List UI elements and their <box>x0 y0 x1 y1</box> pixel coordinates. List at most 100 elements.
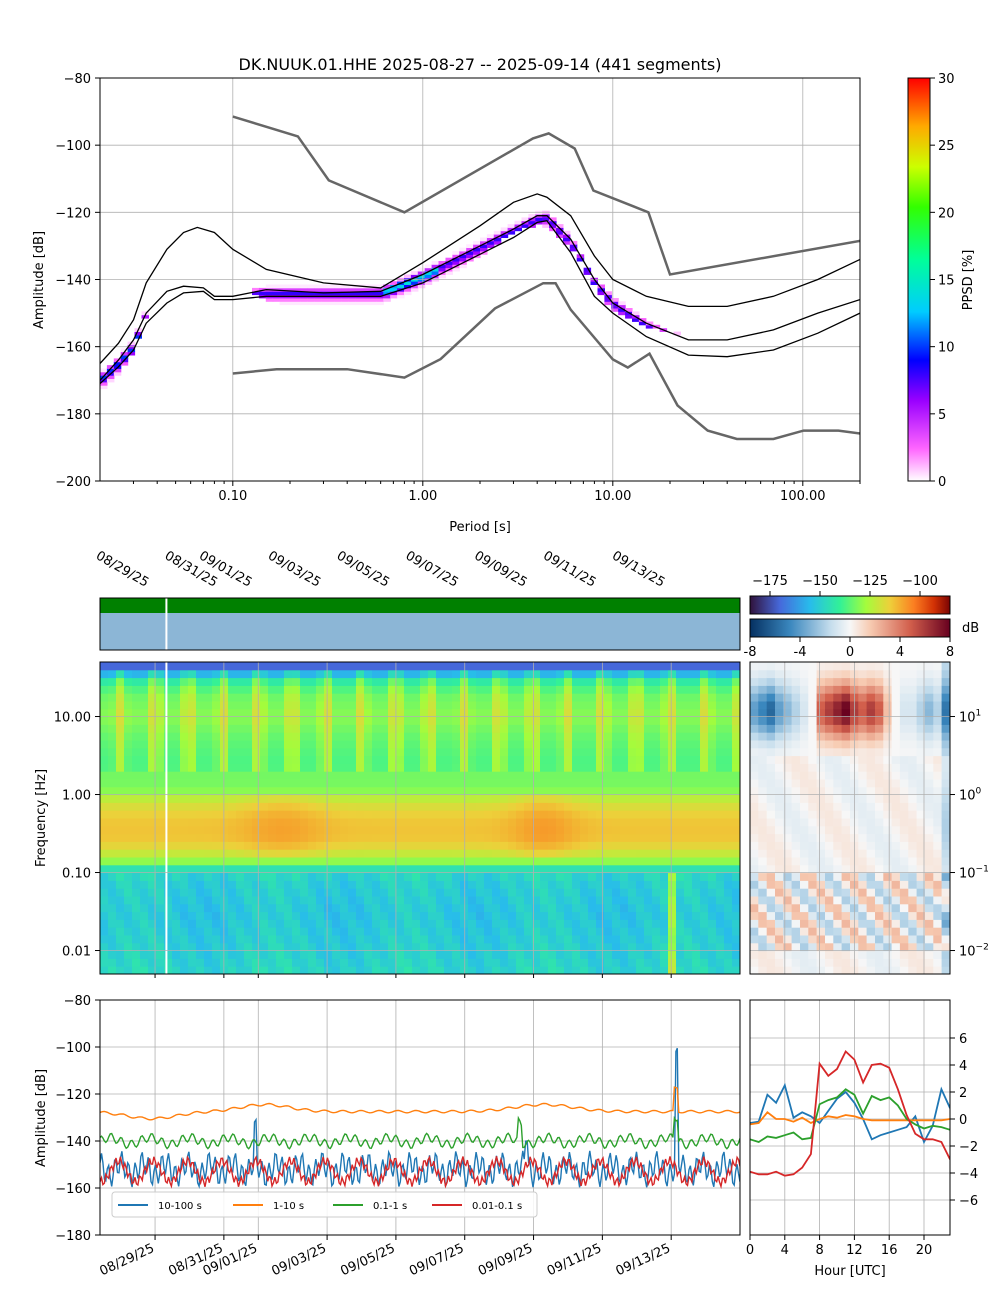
spectrogram-cell <box>436 794 445 803</box>
spectrogram-cell <box>140 740 149 749</box>
diurnal-spectrogram-cell <box>891 888 901 897</box>
spectrogram-cell <box>556 880 565 889</box>
spectrogram-cell <box>372 958 381 967</box>
spectrogram-cell <box>100 732 109 741</box>
spectrogram-cell <box>308 794 317 803</box>
spectrogram-cell <box>628 942 637 952</box>
diurnal-spectrogram-cell <box>883 755 893 764</box>
spectrogram-cell <box>396 786 405 796</box>
spectrogram-cell <box>276 896 285 905</box>
spectrogram-cell <box>732 755 741 764</box>
spectrogram-cell <box>684 927 693 936</box>
diurnal-spectrogram-cell <box>899 966 909 975</box>
spectrogram-cell <box>540 942 549 952</box>
spectrogram-cell <box>524 903 533 913</box>
spectrogram-cell <box>724 740 733 749</box>
spectrogram-cell <box>412 662 421 671</box>
spectrogram-cell <box>348 810 357 819</box>
spectrogram-cell <box>116 747 125 757</box>
spectrogram-cell <box>172 872 181 881</box>
spectrogram-cell <box>172 786 181 796</box>
spectrogram-cell <box>132 896 141 905</box>
spectrogram-cell <box>692 701 701 710</box>
spectrogram-cell <box>548 872 557 881</box>
diurnal-spectrogram-cell <box>791 888 801 897</box>
spectrogram-cell <box>180 872 189 881</box>
ppsd-density-cell <box>542 220 550 225</box>
spectrogram-cell <box>156 724 165 733</box>
spectrogram-cell <box>308 779 317 788</box>
spectrogram-cell <box>428 841 437 850</box>
ppsd-density-cell <box>127 351 136 356</box>
ppsd-density-cell <box>597 291 605 296</box>
spectrogram-cell <box>452 771 461 780</box>
diurnal-spectrogram-cell <box>783 724 793 733</box>
spectrogram-cell <box>668 825 677 835</box>
spectrogram-cell <box>692 771 701 780</box>
diurnal-spectrogram-cell <box>933 779 943 788</box>
spectrogram-cell <box>292 872 301 881</box>
spectrogram-cell <box>396 740 405 749</box>
diurnal-spectrogram-cell <box>800 825 809 835</box>
spectrogram-cell <box>132 903 141 913</box>
spectrogram-cell <box>516 849 525 858</box>
spectrogram-cell <box>300 919 309 928</box>
diurnal-spectrogram-cell <box>758 802 768 811</box>
spectrogram-cell <box>100 880 109 889</box>
spectrogram-cell <box>284 724 293 733</box>
spectrogram-cell <box>556 857 565 866</box>
diurnal-spectrogram-cell <box>875 802 884 811</box>
spectrogram-cell <box>500 833 509 842</box>
ppsd-density-cell <box>376 284 384 289</box>
spectrogram-cell <box>196 685 205 694</box>
spectrogram-cell <box>380 786 389 796</box>
spectrogram-cell <box>132 732 141 741</box>
spectrogram-cell <box>252 935 261 944</box>
spectrogram-cell <box>324 732 333 741</box>
spectrogram-cell <box>620 880 629 889</box>
spectrogram-cell <box>572 779 581 788</box>
spectrogram-cell <box>228 716 237 725</box>
spectrogram-cell <box>180 794 189 803</box>
spectrogram-cell <box>556 701 565 710</box>
spectrogram-cell <box>180 662 189 671</box>
spectrogram-cell <box>236 872 245 881</box>
diurnal-spectrogram-cell <box>899 669 909 679</box>
spectrogram-cell <box>548 857 557 866</box>
spectrogram-cell <box>212 958 221 967</box>
spectrogram-cell <box>260 880 269 889</box>
spectrogram-cell <box>700 833 709 842</box>
spectrogram-cell <box>540 919 549 928</box>
ppsd-density-cell <box>507 227 516 232</box>
spectrogram-cell <box>452 779 461 788</box>
spectrogram-cell <box>548 896 557 905</box>
spectrogram-cell <box>604 732 613 741</box>
spectrogram-cell <box>468 755 477 764</box>
spectrogram-cell <box>380 818 389 827</box>
ppsd-density-cell <box>611 304 619 309</box>
diurnal-spectrogram-cell <box>924 685 934 694</box>
timeseries-xtick-label: 09/07/25 <box>407 1241 466 1279</box>
diurnal-spectrogram-cell <box>933 849 943 858</box>
spectrogram-cell <box>300 701 309 710</box>
ppsd-density-cell <box>535 217 543 222</box>
diurnal-spectrogram-cell <box>833 896 843 905</box>
timeseries-ytick-label: −140 <box>55 1135 91 1150</box>
spectrogram-cell <box>308 935 317 944</box>
spectrogram-cell <box>372 732 381 741</box>
diurnal-spectrogram-cell <box>916 935 926 944</box>
diurnal-spectrogram-cell <box>916 810 926 819</box>
spectrogram-cell <box>284 888 293 897</box>
spectrogram-cell <box>132 880 141 889</box>
spectrogram-cell <box>612 786 621 796</box>
spectrogram-cell <box>492 841 501 850</box>
ppsd-density-cell <box>307 301 315 306</box>
ppsd-density-cell <box>383 287 391 292</box>
spectrogram-cell <box>356 864 365 874</box>
spectrogram-cell <box>476 950 485 959</box>
ppsd-density-cell <box>452 261 460 265</box>
ppsd-density-cell <box>341 284 350 289</box>
diurnal-spectrogram-cell <box>858 755 868 764</box>
diurnal-spectrogram-cell <box>875 857 884 866</box>
diurnal-spectrogram-cell <box>899 708 909 718</box>
